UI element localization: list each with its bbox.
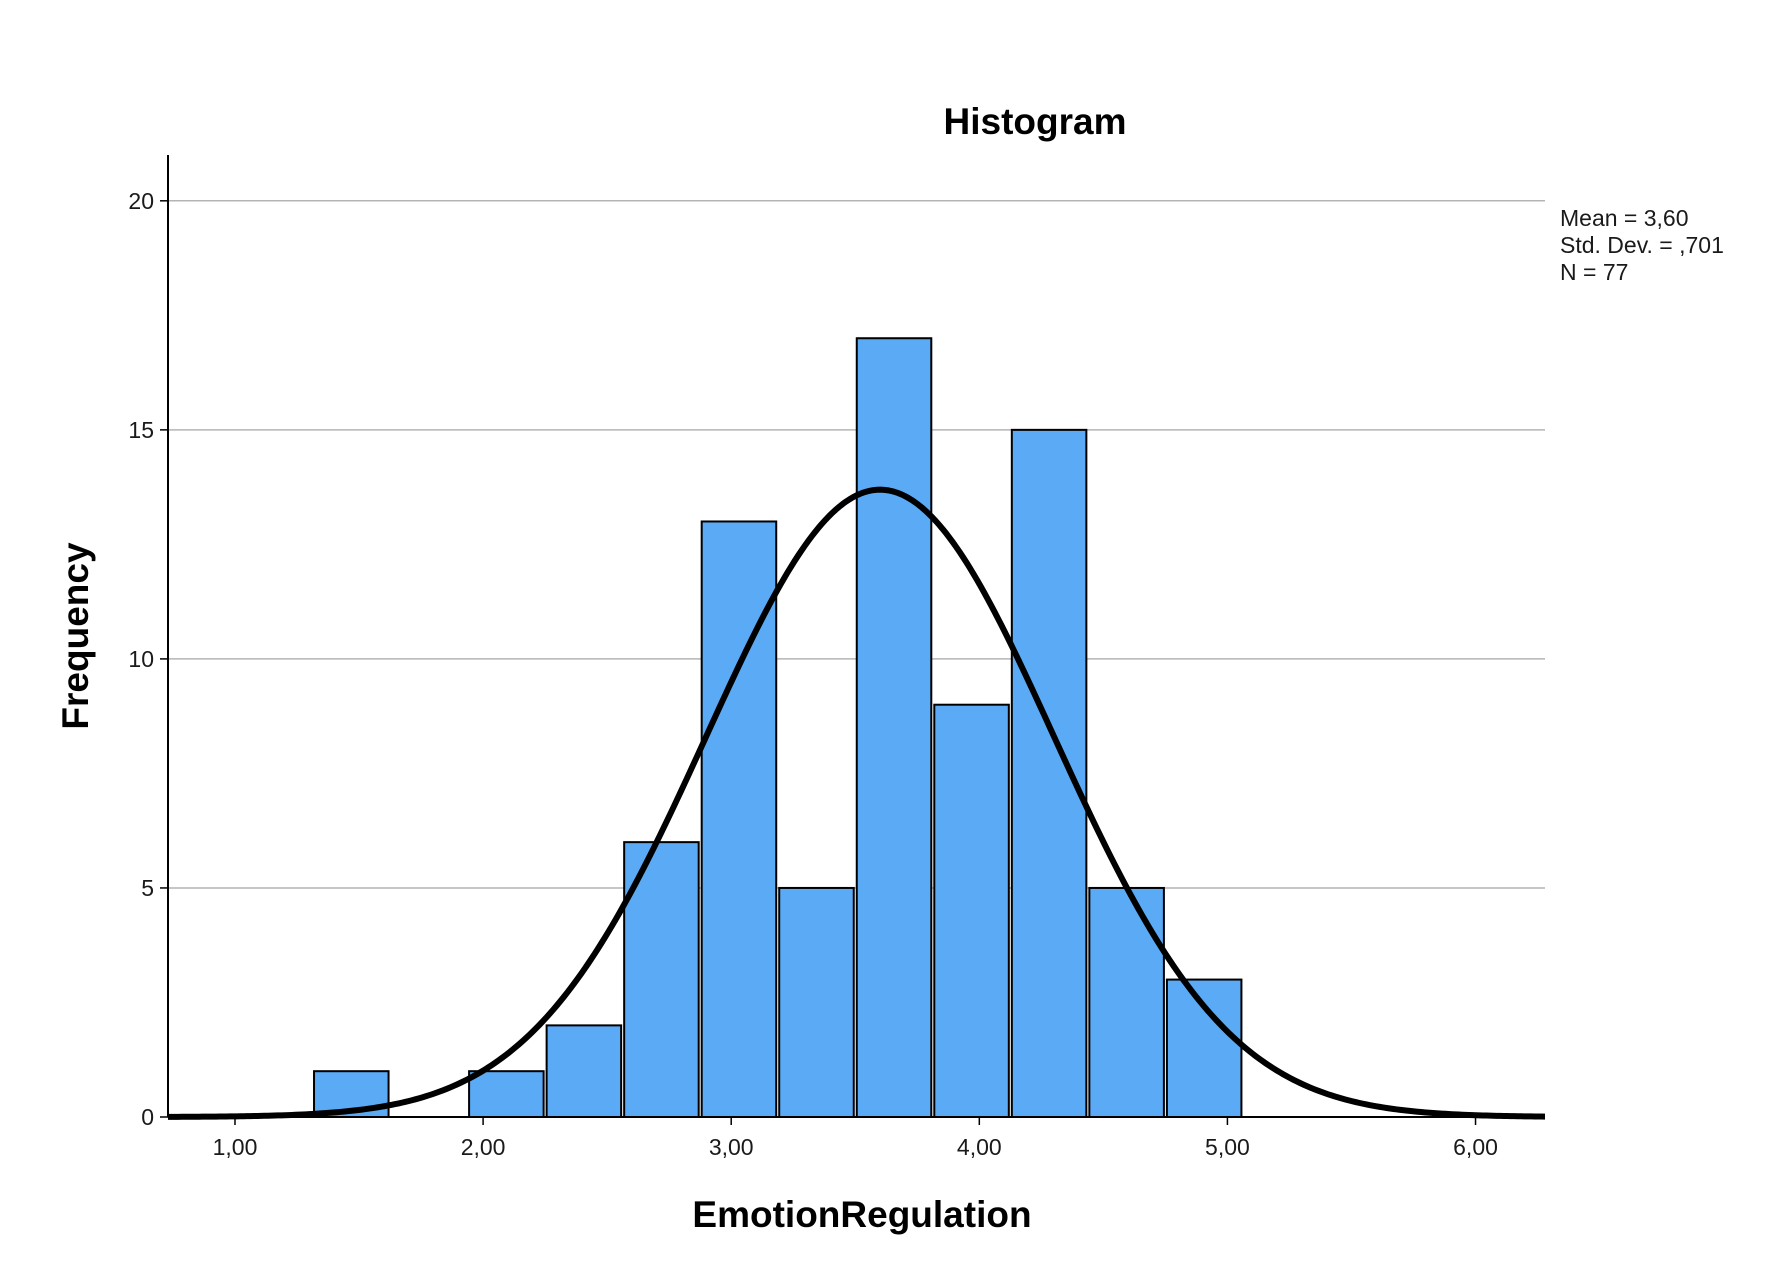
stats-n: N = 77 [1560, 259, 1628, 285]
y-tick-labels: 0 5 10 15 20 [128, 188, 168, 1130]
normal-curve-group [167, 486, 1546, 1120]
stats-mean: Mean = 3,60 [1560, 205, 1689, 231]
histogram-bar [1088, 886, 1165, 1119]
y-tick-label: 0 [141, 1104, 154, 1130]
chart-title: Histogram [944, 101, 1127, 142]
histogram-bars [313, 337, 1243, 1119]
x-tick-label: 2,00 [461, 1134, 506, 1160]
histogram-bar [468, 1070, 545, 1118]
x-tick-labels: 1,00 2,00 3,00 4,00 5,00 6,00 [213, 1117, 1498, 1160]
histogram-bar [545, 1024, 623, 1119]
x-tick-label: 3,00 [709, 1134, 754, 1160]
x-tick-label: 1,00 [213, 1134, 258, 1160]
stats-std-dev: Std. Dev. = ,701 [1560, 232, 1724, 258]
x-tick-label: 6,00 [1453, 1134, 1498, 1160]
axes [167, 155, 1545, 1118]
y-tick-label: 5 [141, 875, 154, 901]
stats-box: Mean = 3,60 Std. Dev. = ,701 N = 77 [1560, 205, 1724, 285]
histogram-bar [933, 703, 1010, 1118]
x-axis-title: EmotionRegulation [692, 1194, 1031, 1235]
y-tick-label: 20 [128, 188, 154, 214]
histogram-bar [855, 337, 933, 1118]
y-axis-title: Frequency [55, 542, 96, 730]
histogram-bar [778, 886, 855, 1119]
x-tick-label: 5,00 [1205, 1134, 1250, 1160]
y-tick-label: 10 [128, 646, 154, 672]
histogram-bar [1165, 978, 1243, 1118]
x-tick-label: 4,00 [957, 1134, 1002, 1160]
normal-curve [167, 486, 1546, 1120]
y-tick-label: 15 [128, 417, 154, 443]
histogram-bar [1010, 428, 1088, 1119]
